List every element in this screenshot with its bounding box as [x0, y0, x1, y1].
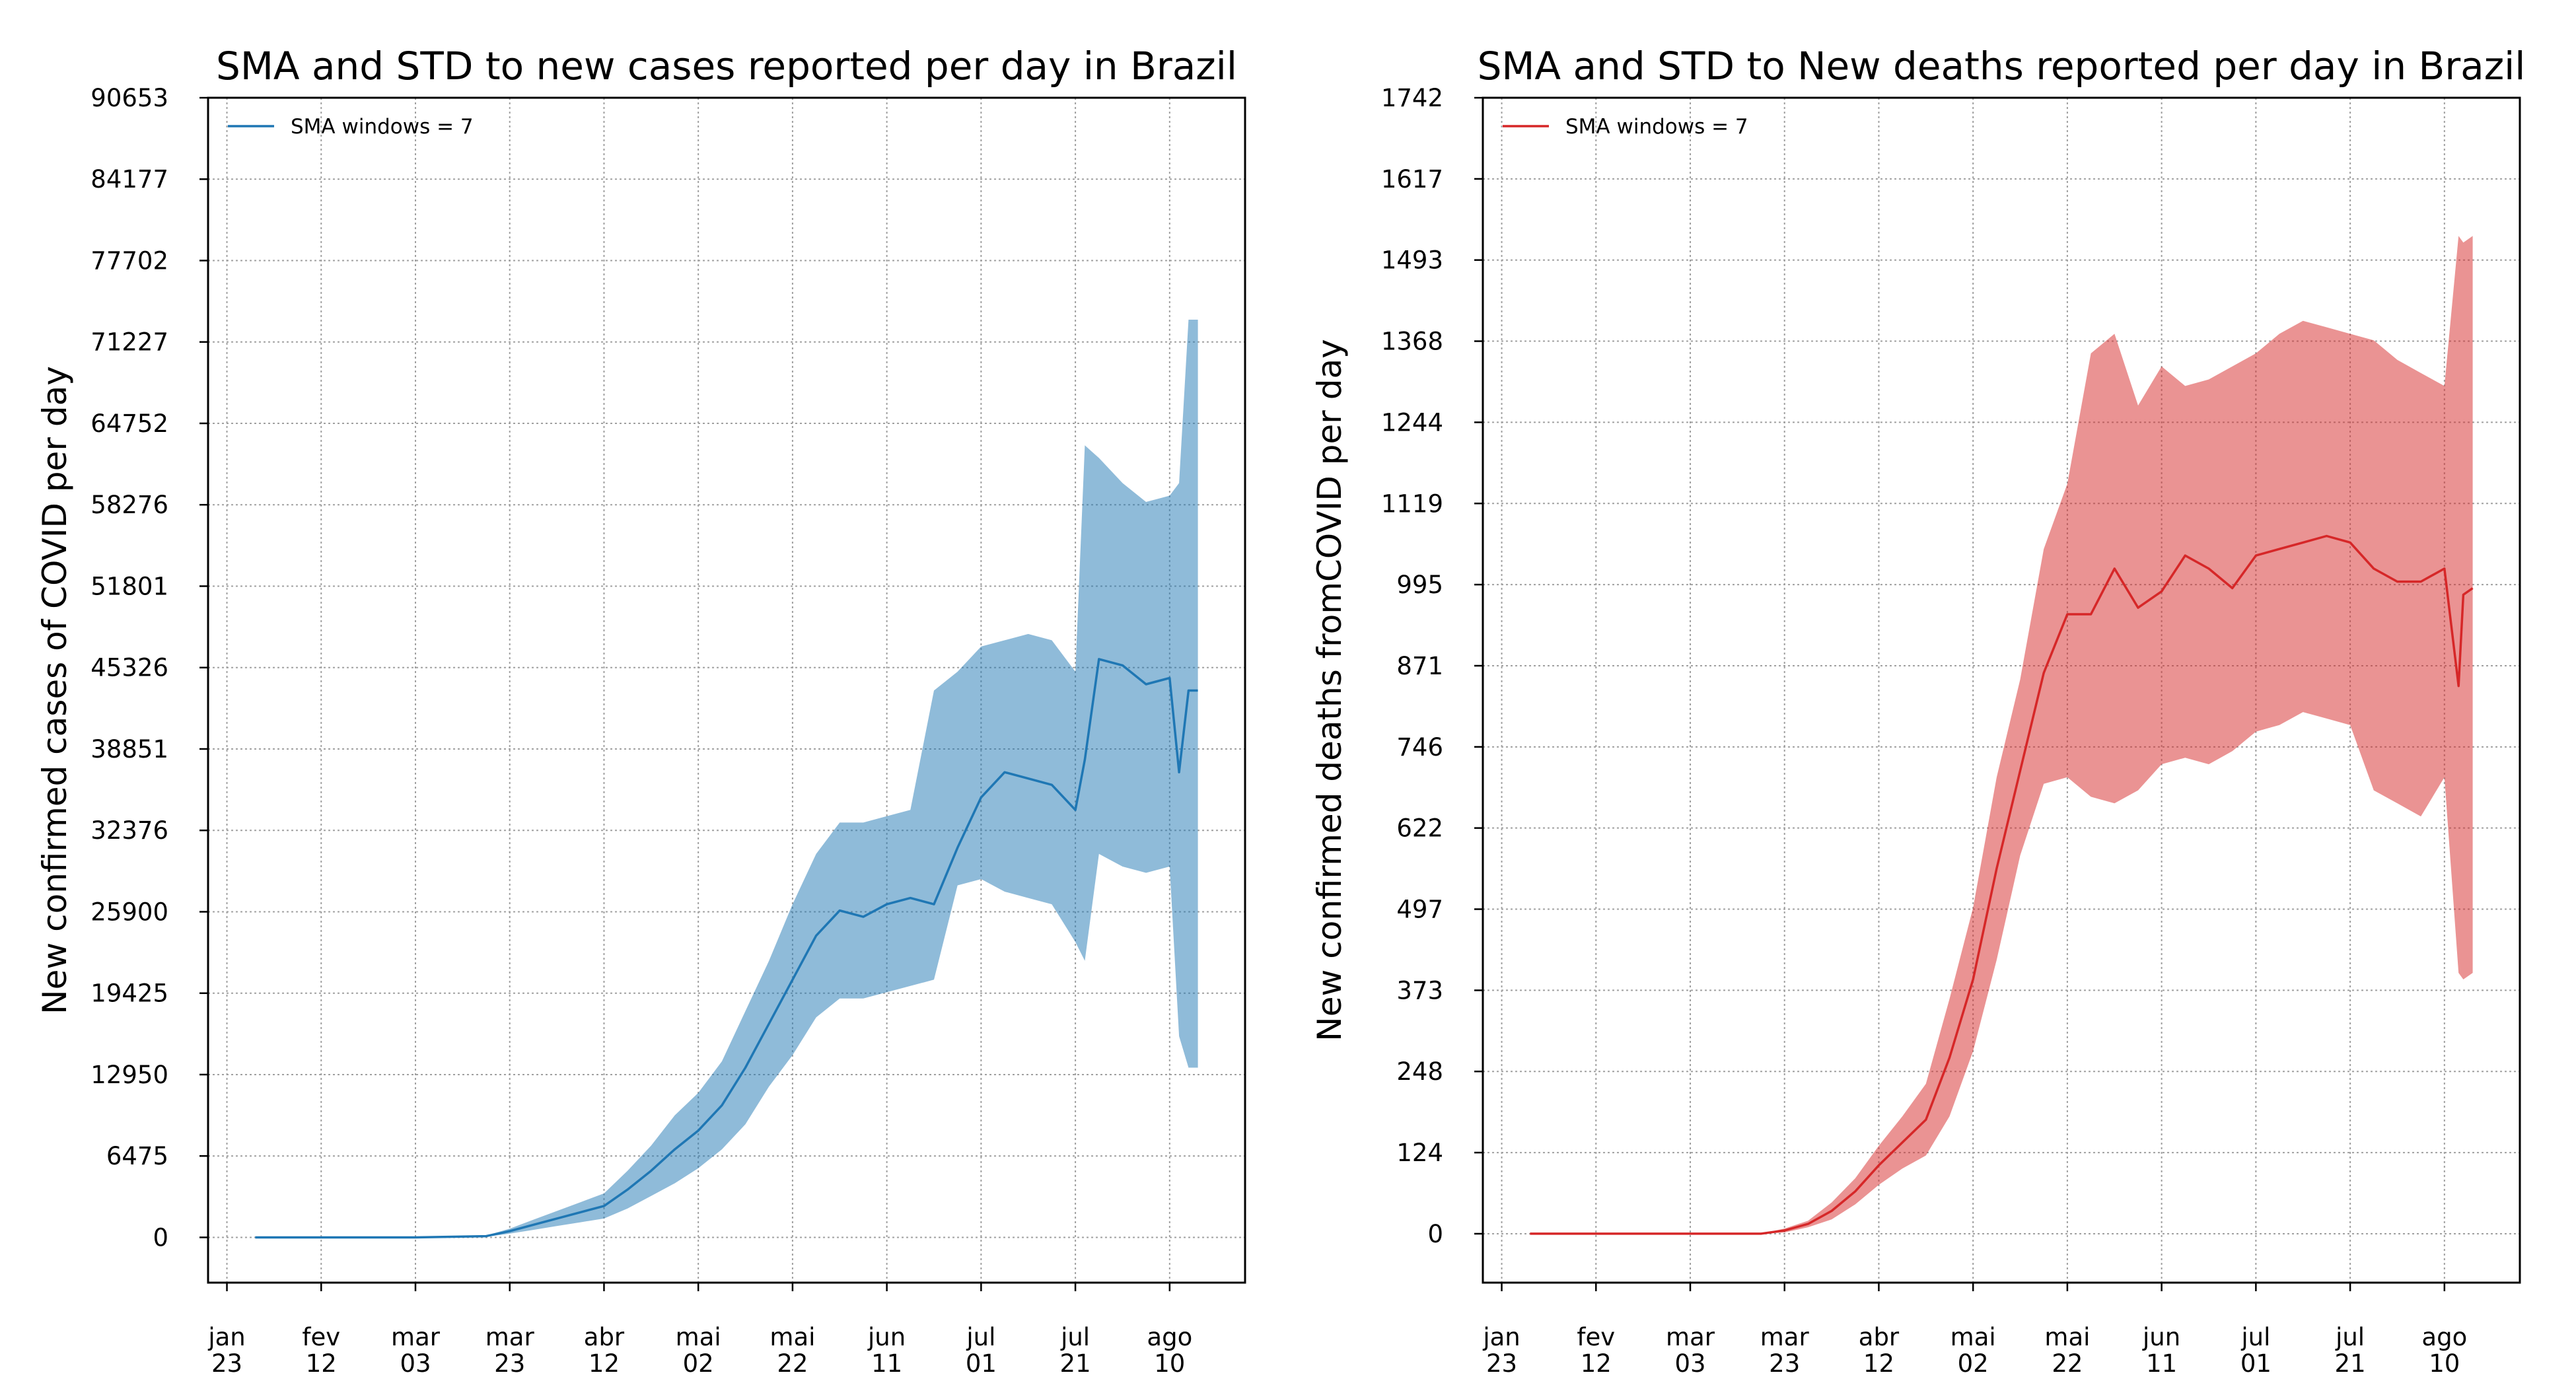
y-tick-label: 0: [153, 1223, 168, 1252]
y-tick-label: 0: [1427, 1220, 1443, 1248]
x-tick-label: 03: [1674, 1349, 1705, 1378]
x-tick-label: fev: [1577, 1323, 1615, 1351]
x-tick-label: jan: [207, 1323, 245, 1351]
x-tick-label: 23: [1769, 1349, 1800, 1378]
x-tick-label: 11: [2146, 1349, 2177, 1378]
y-tick-label: 1617: [1381, 165, 1443, 194]
x-tick-label: 12: [589, 1349, 620, 1378]
y-tick-label: 90653: [90, 84, 168, 112]
y-tick-label: 1244: [1381, 408, 1443, 437]
x-tick-label: 23: [211, 1349, 242, 1378]
x-tick-label: 10: [2429, 1349, 2460, 1378]
x-tick-label: abr: [1859, 1323, 1900, 1351]
x-tick-label: 22: [777, 1349, 808, 1378]
y-tick-label: 64752: [90, 409, 168, 438]
cases-chart-panel: jan23fev12mar03mar23abr12mai02mai22jun11…: [36, 44, 1246, 1378]
x-tick-label: 21: [2335, 1349, 2366, 1378]
plot-frame: [207, 96, 1246, 1284]
y-tick-label: 373: [1396, 976, 1443, 1005]
x-tick-label: 01: [966, 1349, 997, 1378]
x-tick-label: 23: [494, 1349, 525, 1378]
y-tick-label: 19425: [90, 979, 168, 1008]
x-tick-label: 12: [306, 1349, 337, 1378]
x-tick-label: 22: [2052, 1349, 2083, 1378]
x-tick-label: ago: [1147, 1323, 1192, 1351]
y-axis-label: New confirmed deaths fromCOVID per day: [1310, 339, 1349, 1041]
x-tick-label: mai: [676, 1323, 721, 1351]
y-tick-label: 124: [1396, 1139, 1443, 1167]
y-tick-label: 1119: [1381, 489, 1443, 518]
y-tick-label: 38851: [90, 735, 168, 764]
x-tick-label: mar: [391, 1323, 441, 1351]
deaths-std-band: [1530, 236, 2473, 1234]
x-tick-label: 01: [2240, 1349, 2272, 1378]
y-tick-label: 71227: [90, 328, 168, 357]
y-tick-label: 871: [1396, 652, 1443, 680]
x-tick-label: abr: [584, 1323, 625, 1351]
x-tick-label: jun: [2142, 1323, 2180, 1351]
x-tick-label: mai: [2044, 1323, 2090, 1351]
x-tick-label: jul: [966, 1323, 995, 1351]
y-tick-label: 77702: [90, 246, 168, 275]
x-tick-label: jan: [1482, 1323, 1520, 1351]
y-axis-label: New confirmed cases of COVID per day: [36, 366, 74, 1014]
y-tick-label: 746: [1396, 733, 1443, 762]
y-tick-label: 497: [1396, 896, 1443, 924]
plot-frame: [1482, 96, 2521, 1284]
legend-label: SMA windows = 7: [291, 115, 474, 139]
deaths-sma-line: [1530, 534, 2474, 1235]
y-tick-label: 622: [1396, 814, 1443, 843]
x-tick-label: jun: [867, 1323, 906, 1351]
x-tick-label: mar: [485, 1323, 535, 1351]
y-tick-label: 51801: [90, 572, 168, 600]
x-tick-label: 02: [683, 1349, 714, 1378]
cases-std-band: [255, 320, 1198, 1238]
x-tick-label: mar: [1666, 1323, 1715, 1351]
chart-title: SMA and STD to new cases reported per da…: [216, 44, 1237, 89]
chart-title: SMA and STD to New deaths reported per d…: [1478, 44, 2526, 89]
x-tick-label: mar: [1760, 1323, 1810, 1351]
x-tick-label: jul: [2240, 1323, 2270, 1351]
y-tick-label: 1368: [1381, 328, 1443, 356]
y-tick-label: 25900: [90, 898, 168, 926]
x-tick-label: 21: [1060, 1349, 1091, 1378]
y-tick-label: 58276: [90, 491, 168, 519]
legend: SMA windows = 7: [228, 115, 474, 139]
y-tick-label: 84177: [90, 165, 168, 194]
x-tick-label: 12: [1581, 1349, 1612, 1378]
y-tick-label: 995: [1396, 571, 1443, 599]
x-tick-label: 12: [1863, 1349, 1894, 1378]
y-tick-label: 6475: [106, 1142, 168, 1170]
y-tick-label: 12950: [90, 1061, 168, 1089]
x-tick-label: mai: [1950, 1323, 1996, 1351]
legend: SMA windows = 7: [1503, 115, 1748, 139]
x-tick-label: ago: [2421, 1323, 2467, 1351]
x-tick-label: 03: [400, 1349, 431, 1378]
x-tick-label: mai: [769, 1323, 815, 1351]
x-tick-label: jul: [2335, 1323, 2365, 1351]
y-tick-label: 248: [1396, 1057, 1443, 1086]
x-tick-label: 02: [1958, 1349, 1989, 1378]
y-tick-label: 32376: [90, 816, 168, 845]
legend-label: SMA windows = 7: [1565, 115, 1748, 139]
x-tick-label: 10: [1154, 1349, 1185, 1378]
x-tick-label: fev: [302, 1323, 340, 1351]
y-tick-label: 1742: [1381, 84, 1443, 112]
x-tick-label: 11: [871, 1349, 902, 1378]
x-tick-label: jul: [1060, 1323, 1090, 1351]
deaths-chart-panel: jan23fev12mar03mar23abr12mai02mai22jun11…: [1310, 44, 2525, 1378]
x-tick-label: 23: [1486, 1349, 1517, 1378]
y-tick-label: 1493: [1381, 246, 1443, 275]
y-tick-label: 45326: [90, 654, 168, 682]
